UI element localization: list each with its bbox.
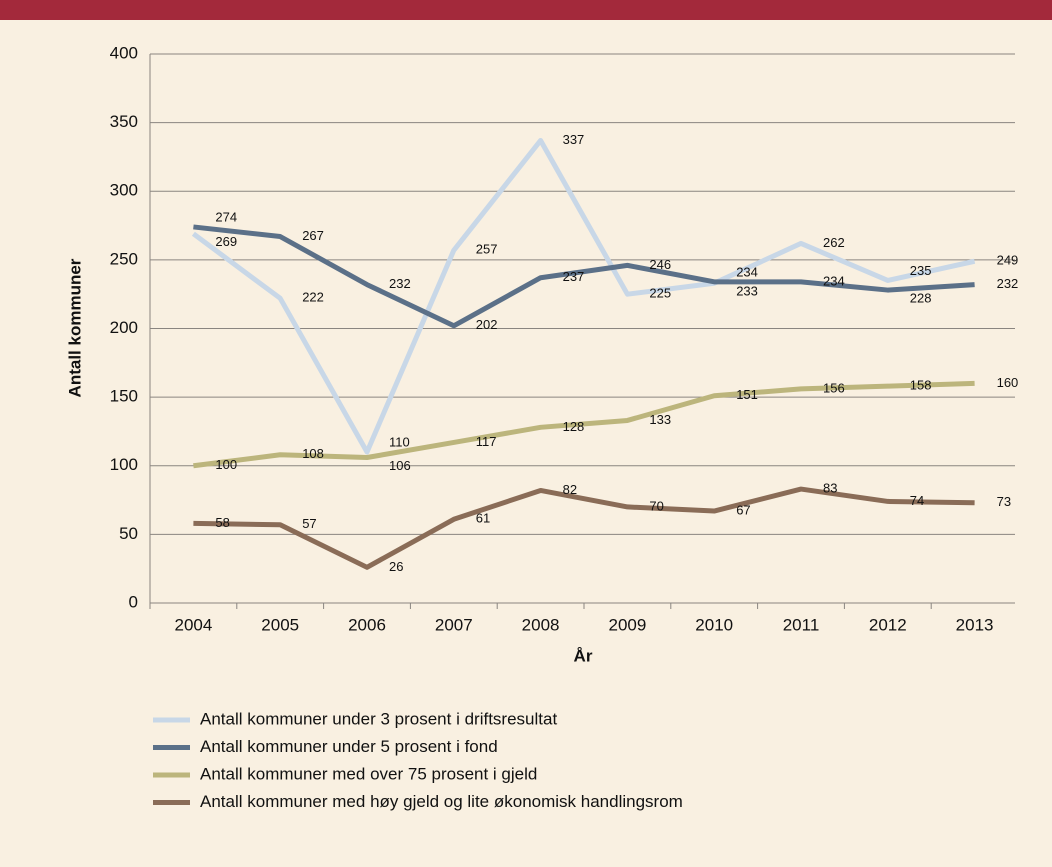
data-label: 26 — [389, 559, 403, 574]
data-label: 249 — [997, 253, 1019, 268]
data-label: 82 — [563, 482, 577, 497]
x-tick-label: 2013 — [956, 615, 994, 634]
y-tick-label: 400 — [110, 43, 138, 62]
x-tick-label: 2005 — [261, 615, 299, 634]
data-label: 73 — [997, 494, 1011, 509]
x-tick-label: 2004 — [174, 615, 212, 634]
x-tick-label: 2011 — [783, 615, 820, 634]
x-tick-label: 2008 — [522, 615, 560, 634]
data-label: 274 — [215, 209, 237, 224]
data-label: 228 — [910, 291, 932, 306]
y-tick-label: 50 — [119, 524, 138, 543]
data-label: 108 — [302, 446, 324, 461]
x-tick-label: 2012 — [869, 615, 907, 634]
y-tick-label: 250 — [110, 249, 138, 268]
y-tick-label: 300 — [110, 181, 138, 200]
data-label: 133 — [649, 412, 671, 427]
line-series — [191, 137, 976, 455]
line-series — [193, 224, 975, 329]
x-tick-label: 2007 — [435, 615, 473, 634]
data-label: 267 — [302, 228, 324, 243]
data-label: 117 — [476, 434, 497, 449]
data-label: 225 — [649, 286, 671, 301]
data-label: 128 — [563, 419, 585, 434]
data-label: 70 — [649, 498, 663, 513]
data-label: 158 — [910, 378, 932, 393]
data-label: 202 — [476, 317, 498, 332]
y-tick-label: 100 — [110, 455, 138, 474]
legend-label: Antall kommuner under 3 prosent i drifts… — [200, 709, 557, 728]
data-label: 100 — [215, 457, 237, 472]
y-axis-label: Antall kommuner — [65, 258, 84, 397]
data-label: 234 — [823, 273, 845, 288]
data-label: 232 — [997, 276, 1019, 291]
legend-label: Antall kommuner med høy gjeld og lite øk… — [200, 792, 683, 811]
data-label: 61 — [476, 511, 490, 526]
top-bar — [0, 0, 1052, 20]
y-tick-label: 350 — [110, 112, 138, 131]
data-label: 74 — [910, 493, 924, 508]
x-tick-label: 2010 — [695, 615, 733, 634]
data-label: 110 — [389, 434, 410, 449]
y-tick-label: 150 — [110, 387, 138, 406]
line-series — [193, 380, 975, 469]
line-series — [193, 486, 975, 570]
x-axis-label: År — [574, 646, 593, 665]
data-label: 151 — [736, 387, 758, 402]
data-label: 246 — [649, 257, 671, 272]
x-tick-label: 2006 — [348, 615, 386, 634]
data-label: 222 — [302, 290, 324, 305]
data-label: 233 — [736, 284, 758, 299]
x-tick-label: 2009 — [608, 615, 646, 634]
data-label: 57 — [302, 516, 316, 531]
data-label: 67 — [736, 502, 750, 517]
data-label: 234 — [736, 264, 758, 279]
data-label: 262 — [823, 235, 845, 250]
data-label: 237 — [563, 269, 585, 284]
y-tick-label: 200 — [110, 318, 138, 337]
data-label: 58 — [215, 515, 229, 530]
legend-label: Antall kommuner under 5 prosent i fond — [200, 737, 498, 756]
data-label: 232 — [389, 276, 411, 291]
data-label: 337 — [563, 132, 585, 147]
data-label: 160 — [997, 375, 1019, 390]
data-label: 269 — [215, 234, 237, 249]
legend-label: Antall kommuner med over 75 prosent i gj… — [200, 764, 537, 783]
data-label: 156 — [823, 380, 845, 395]
data-label: 235 — [910, 263, 932, 278]
data-label: 257 — [476, 242, 498, 257]
y-tick-label: 0 — [129, 592, 138, 611]
data-label: 83 — [823, 481, 837, 496]
data-label: 106 — [389, 458, 411, 473]
